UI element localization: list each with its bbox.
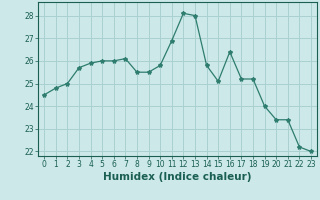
X-axis label: Humidex (Indice chaleur): Humidex (Indice chaleur): [103, 172, 252, 182]
